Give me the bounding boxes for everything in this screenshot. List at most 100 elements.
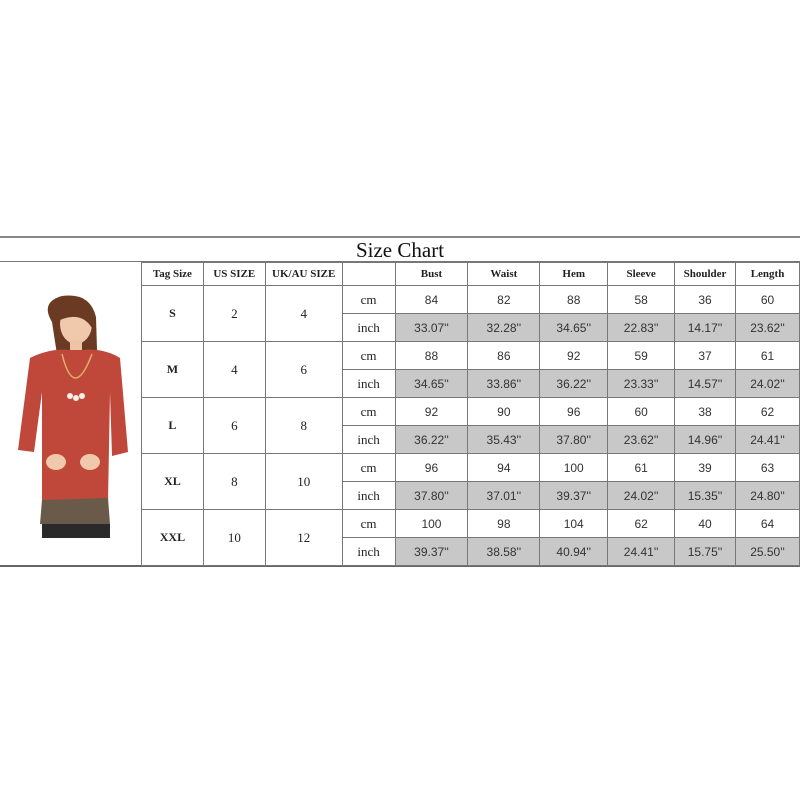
bust-cm-cell: 96	[394, 453, 469, 482]
shoulder-inch-cell: 14.17''	[674, 313, 736, 342]
header-unit	[341, 262, 396, 286]
bust-cm-cell: 92	[394, 397, 469, 426]
table-row-cm: XL 8 10 cm 96 94 100 61 39 63	[141, 453, 800, 510]
sleeve-inch-cell: 24.41''	[607, 537, 676, 566]
hem-inch-cell: 40.94''	[539, 537, 609, 566]
unit-cm-label: cm	[341, 453, 396, 482]
waist-cm-cell: 94	[467, 453, 541, 482]
table-row-cm: S 2 4 cm 84 82 88 58 36 60	[141, 285, 800, 342]
shoulder-cm-cell: 38	[674, 397, 736, 426]
unit-inch-label: inch	[341, 313, 396, 342]
tag-size-cell: M	[141, 341, 204, 398]
uk-size-cell: 4	[264, 285, 343, 342]
us-size-cell: 8	[202, 453, 266, 510]
waist-inch-cell: 37.01''	[467, 481, 541, 510]
us-size-cell: 10	[202, 509, 266, 566]
table-row-cm: M 4 6 cm 88 86 92 59 37 61	[141, 341, 800, 398]
unit-cm-label: cm	[341, 341, 396, 370]
chart-title: Size Chart	[0, 238, 800, 262]
header-row: Tag Size US SIZE UK/AU SIZE Bust Waist Hem Sle…	[141, 262, 800, 286]
length-cm-cell: 64	[735, 509, 800, 538]
length-inch-cell: 24.80''	[735, 481, 800, 510]
unit-cm-label: cm	[341, 285, 396, 314]
waist-cm-cell: 82	[467, 285, 541, 314]
waist-inch-cell: 33.86''	[467, 369, 541, 398]
sleeve-cm-cell: 58	[607, 285, 676, 314]
table-row-inch: inch 33.07'' 32.28'' 34.65'' 22.83'' 14.17'' 2…	[142, 313, 800, 342]
us-size-cell: 2	[202, 285, 266, 342]
tag-size-cell: XXL	[141, 509, 204, 566]
header-waist: Waist	[467, 262, 541, 286]
uk-size-cell: 6	[264, 341, 343, 398]
model-image	[0, 262, 141, 563]
length-inch-cell: 23.62''	[735, 313, 800, 342]
bust-inch-cell: 36.22''	[394, 425, 469, 454]
shoulder-cm-cell: 37	[674, 341, 736, 370]
shoulder-cm-cell: 39	[674, 453, 736, 482]
table-row-inch: inch 39.37'' 38.58'' 40.94'' 24.41'' 15.75'' 2…	[142, 537, 800, 566]
uk-size-cell: 8	[264, 397, 343, 454]
bust-inch-cell: 39.37''	[394, 537, 469, 566]
table-row-inch: inch 37.80'' 37.01'' 39.37'' 24.02'' 15.35'' 2…	[142, 481, 800, 510]
hem-cm-cell: 96	[539, 397, 609, 426]
length-cm-cell: 60	[735, 285, 800, 314]
length-inch-cell: 24.02''	[735, 369, 800, 398]
header-hem: Hem	[539, 262, 609, 286]
shoulder-inch-cell: 15.35''	[674, 481, 736, 510]
waist-cm-cell: 90	[467, 397, 541, 426]
sleeve-inch-cell: 23.62''	[607, 425, 676, 454]
header-sleeve: Sleeve	[607, 262, 676, 286]
length-cm-cell: 61	[735, 341, 800, 370]
hem-cm-cell: 104	[539, 509, 609, 538]
header-tag-size: Tag Size	[141, 262, 204, 286]
sleeve-cm-cell: 60	[607, 397, 676, 426]
table-row-cm: L 6 8 cm 92 90 96 60 38 62	[141, 397, 800, 454]
shoulder-inch-cell: 14.57''	[674, 369, 736, 398]
waist-inch-cell: 38.58''	[467, 537, 541, 566]
length-inch-cell: 24.41''	[735, 425, 800, 454]
unit-inch-label: inch	[341, 537, 396, 566]
bust-cm-cell: 84	[394, 285, 469, 314]
length-cm-cell: 63	[735, 453, 800, 482]
hem-cm-cell: 100	[539, 453, 609, 482]
sleeve-cm-cell: 62	[607, 509, 676, 538]
hem-inch-cell: 34.65''	[539, 313, 609, 342]
hem-cm-cell: 92	[539, 341, 609, 370]
unit-inch-label: inch	[341, 425, 396, 454]
length-cm-cell: 62	[735, 397, 800, 426]
sleeve-cm-cell: 59	[607, 341, 676, 370]
bust-cm-cell: 88	[394, 341, 469, 370]
waist-inch-cell: 32.28''	[467, 313, 541, 342]
length-inch-cell: 25.50''	[735, 537, 800, 566]
waist-cm-cell: 98	[467, 509, 541, 538]
size-table: Tag Size US SIZE UK/AU SIZE Bust Waist Hem Sle…	[141, 262, 800, 566]
shoulder-inch-cell: 15.75''	[674, 537, 736, 566]
hem-cm-cell: 88	[539, 285, 609, 314]
sleeve-inch-cell: 22.83''	[607, 313, 676, 342]
us-size-cell: 6	[202, 397, 266, 454]
unit-inch-label: inch	[341, 481, 396, 510]
sleeve-inch-cell: 23.33''	[607, 369, 676, 398]
unit-cm-label: cm	[341, 397, 396, 426]
bust-inch-cell: 33.07''	[394, 313, 469, 342]
sleeve-cm-cell: 61	[607, 453, 676, 482]
hem-inch-cell: 36.22''	[539, 369, 609, 398]
header-uk-au-size: UK/AU SIZE	[264, 262, 343, 286]
hem-inch-cell: 39.37''	[539, 481, 609, 510]
size-chart: Size Chart Tag Size US SIZE UK/AU SIZE Bust…	[0, 236, 800, 567]
waist-cm-cell: 86	[467, 341, 541, 370]
unit-cm-label: cm	[341, 509, 396, 538]
us-size-cell: 4	[202, 341, 266, 398]
sleeve-inch-cell: 24.02''	[607, 481, 676, 510]
uk-size-cell: 12	[264, 509, 343, 566]
tag-size-cell: L	[141, 397, 204, 454]
header-shoulder: Shoulder	[674, 262, 736, 286]
shoulder-cm-cell: 36	[674, 285, 736, 314]
hem-inch-cell: 37.80''	[539, 425, 609, 454]
bust-inch-cell: 37.80''	[394, 481, 469, 510]
bust-inch-cell: 34.65''	[394, 369, 469, 398]
model-photo	[0, 262, 142, 563]
tag-size-cell: XL	[141, 453, 204, 510]
shoulder-cm-cell: 40	[674, 509, 736, 538]
shoulder-inch-cell: 14.96''	[674, 425, 736, 454]
